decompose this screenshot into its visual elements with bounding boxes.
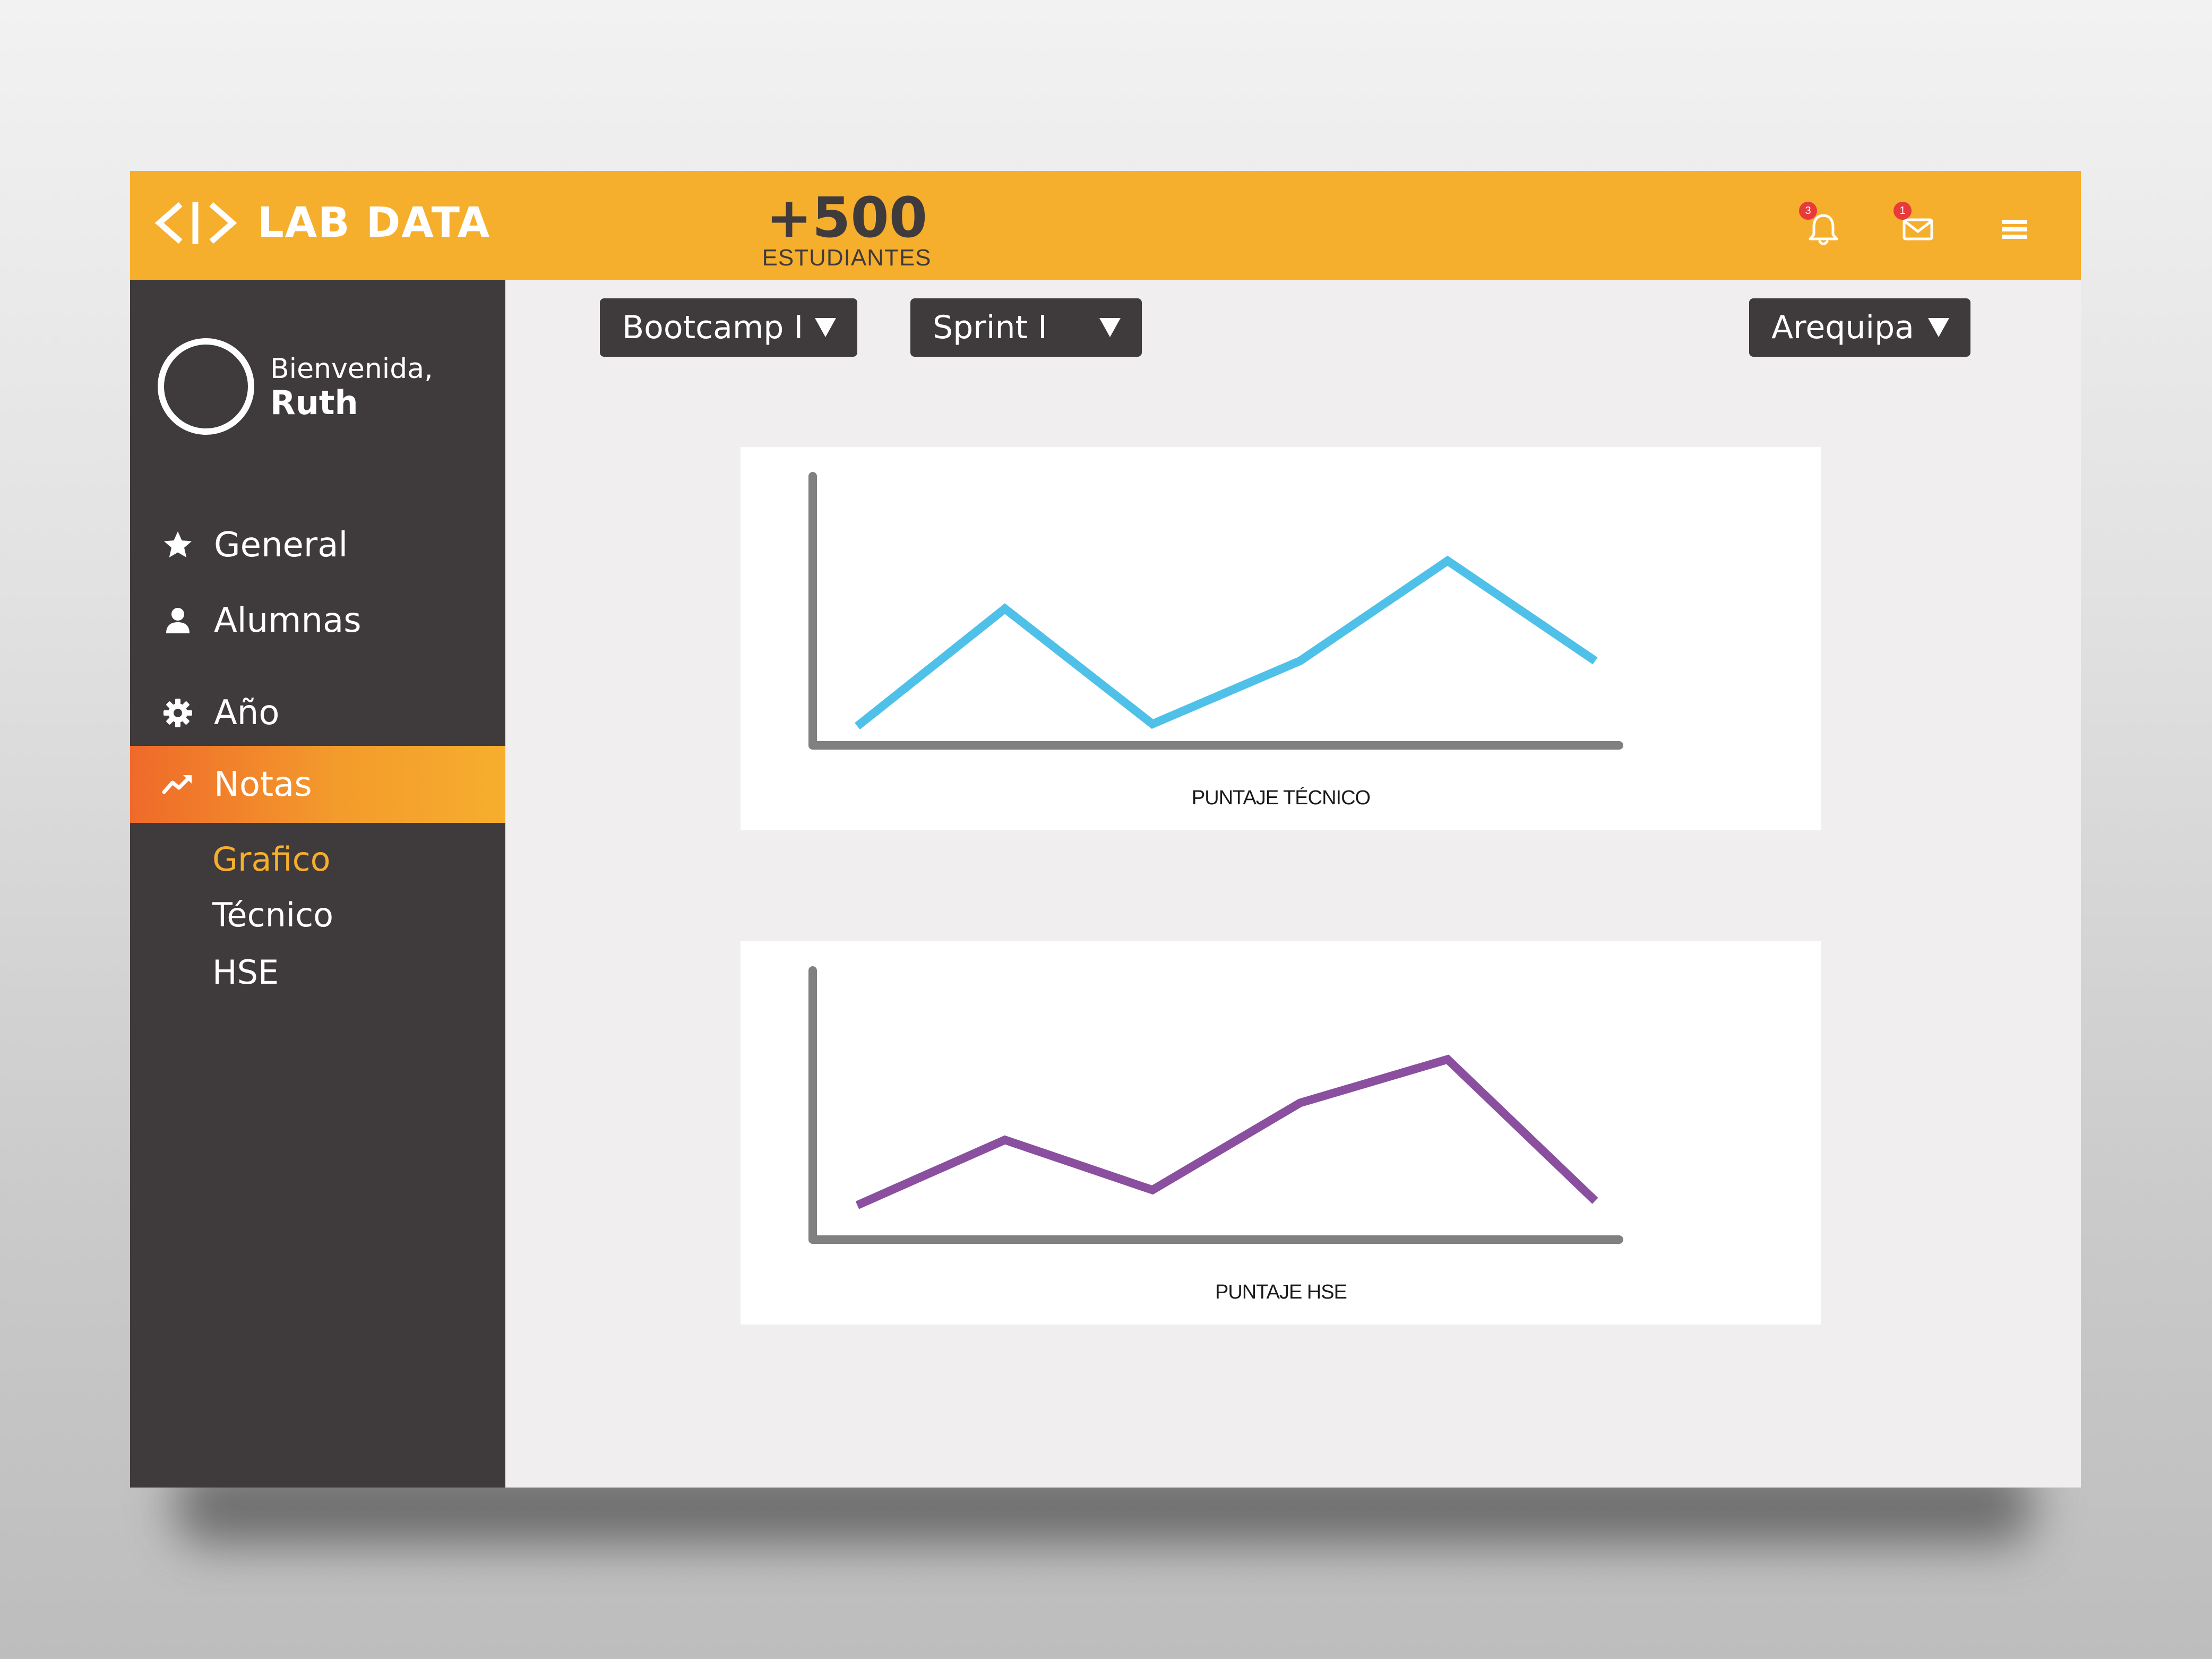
- sidebar-item-notas[interactable]: Notas: [130, 746, 505, 823]
- messages-button[interactable]: 1: [1893, 202, 1939, 251]
- dropdown-arrow-icon: [815, 318, 836, 337]
- messages-badge: 1: [1893, 202, 1912, 220]
- logo-text: LAB DATA: [257, 199, 491, 247]
- series-line: [855, 555, 1598, 730]
- menu-button[interactable]: [1993, 208, 2036, 251]
- dropdown-arrow-icon: [1928, 318, 1949, 337]
- students-stat: +500 ESTUDIANTES: [759, 185, 934, 272]
- mail-icon: [1903, 218, 1933, 240]
- technical-score-plot: [808, 472, 1623, 750]
- logo[interactable]: LAB DATA: [154, 196, 490, 250]
- hse-score-plot: [808, 966, 1623, 1244]
- star-icon: [162, 529, 194, 561]
- sidebar-item-general[interactable]: General: [130, 508, 505, 582]
- bootcamp-select[interactable]: Bootcamp I: [600, 298, 857, 357]
- bootcamp-select-value: Bootcamp I: [622, 309, 804, 346]
- submenu-item-hse[interactable]: HSE: [212, 953, 279, 992]
- chart-title: PUNTAJE HSE: [1215, 1281, 1347, 1303]
- series-line: [855, 1054, 1598, 1209]
- greeting-text: Bienvenida,: [270, 353, 433, 385]
- user-name: Ruth: [270, 383, 358, 422]
- students-count: +500: [765, 185, 928, 250]
- hse-score-chart: PUNTAJE HSE: [741, 941, 1821, 1325]
- avatar[interactable]: [158, 338, 254, 435]
- user-profile: Bienvenida, Ruth: [158, 338, 433, 435]
- greeting: Bienvenida, Ruth: [270, 353, 433, 420]
- sprint-select-value: Sprint I: [933, 309, 1047, 346]
- app-window: LAB DATA +500 ESTUDIANTES 3 1: [130, 171, 2081, 1488]
- sidebar-item-alumnas[interactable]: Alumnas: [130, 583, 505, 658]
- sidebar-item-label: Alumnas: [214, 601, 362, 640]
- sidebar-item-label: Notas: [214, 764, 312, 804]
- code-brackets-icon: [154, 202, 237, 244]
- students-label: ESTUDIANTES: [762, 245, 932, 271]
- submenu-item-tecnico[interactable]: Técnico: [212, 896, 334, 934]
- chart-title: PUNTAJE TÉCNICO: [1191, 787, 1371, 809]
- gear-icon: [162, 697, 194, 729]
- notifications-badge: 3: [1799, 202, 1817, 220]
- sidebar-item-label: General: [214, 526, 348, 565]
- bell-icon: [1809, 214, 1838, 245]
- sprint-select[interactable]: Sprint I: [910, 298, 1142, 357]
- sidebar: Bienvenida, Ruth General Alumnas: [130, 280, 505, 1488]
- submenu-item-grafico[interactable]: Grafico: [212, 840, 331, 879]
- trend-icon: [162, 769, 194, 801]
- top-bar: LAB DATA +500 ESTUDIANTES 3 1: [130, 171, 2081, 280]
- sidebar-item-ano[interactable]: Año: [130, 676, 505, 750]
- hamburger-menu-icon: [2002, 220, 2027, 239]
- notifications-button[interactable]: 3: [1799, 202, 1845, 251]
- sidebar-item-label: Año: [214, 693, 280, 733]
- city-select-value: Arequipa: [1771, 309, 1914, 346]
- technical-score-chart: PUNTAJE TÉCNICO: [741, 447, 1821, 830]
- city-select[interactable]: Arequipa: [1749, 298, 1970, 357]
- user-icon: [162, 605, 194, 637]
- dropdown-arrow-icon: [1099, 318, 1121, 337]
